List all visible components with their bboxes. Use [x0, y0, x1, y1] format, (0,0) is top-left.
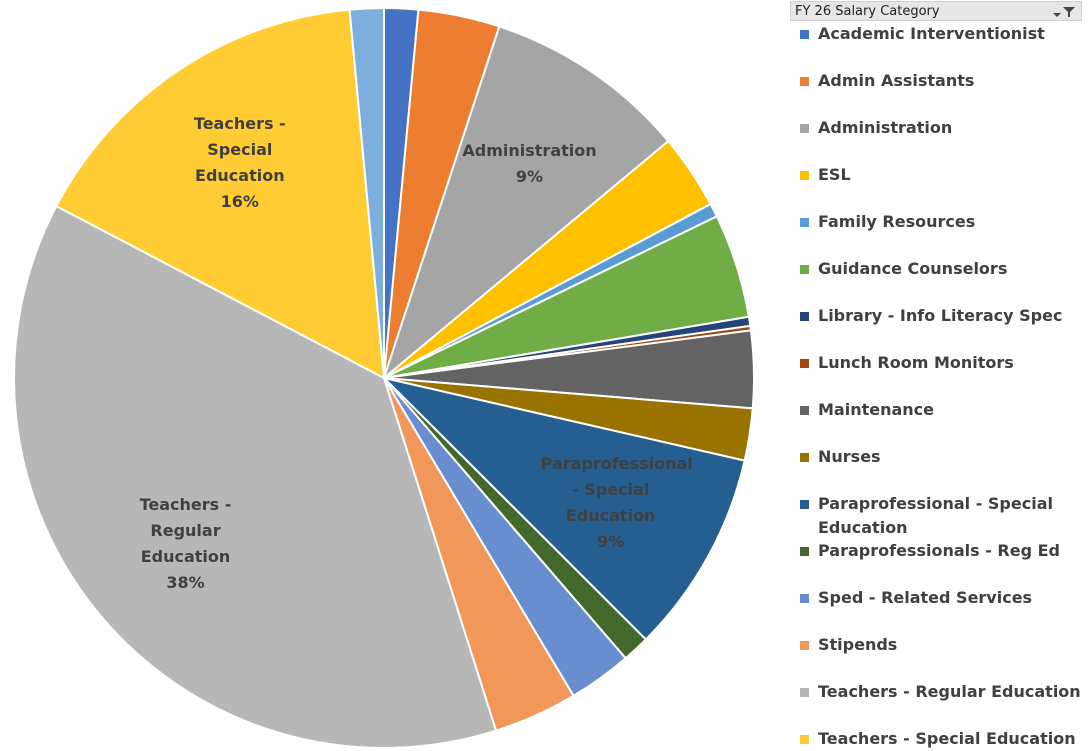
pie-slice [55, 8, 386, 380]
legend-swatch [800, 312, 809, 321]
legend-swatch [800, 265, 809, 274]
data-label-value: 16% [220, 191, 259, 211]
data-label-value: 38% [166, 573, 205, 593]
data-label-name: Administration [462, 140, 597, 160]
legend-label: Teachers - Regular Education [818, 682, 1081, 701]
legend-swatch [800, 124, 809, 133]
legend-label: ESL [818, 165, 851, 184]
data-label-value: 9% [597, 532, 625, 552]
legend-label: Administration [818, 118, 953, 137]
legend-label: Teachers - Special Education [818, 729, 1076, 748]
pie-slice [380, 376, 746, 641]
legend-swatch [800, 406, 809, 415]
legend-swatch [800, 359, 809, 368]
data-label-name: Teachers - Special Education [193, 113, 286, 185]
filter-icon[interactable] [1051, 5, 1077, 19]
pie-slice [348, 6, 385, 379]
legend-swatch [800, 594, 809, 603]
data-label-value: 9% [515, 166, 544, 186]
legend-label: Paraprofessionals - Reg Ed [818, 541, 1061, 560]
data-label: Administration 9% [460, 138, 600, 190]
legend-swatch [800, 641, 809, 650]
legend-swatch [800, 30, 809, 39]
pie-slice [381, 25, 670, 381]
legend-label: Paraprofessional - Special Education [818, 494, 1053, 537]
legend-swatch [800, 77, 809, 86]
legend-label: Family Resources [818, 212, 976, 231]
legend-swatch [800, 547, 809, 556]
data-label: Teachers - Special Education 16% [170, 111, 310, 215]
legend-label: Stipends [818, 635, 898, 654]
legend-label: Library - Info Literacy Spec [818, 306, 1063, 325]
legend-label: Admin Assistants [818, 71, 975, 90]
legend-label: Academic Interventionist [818, 24, 1045, 43]
legend-swatch [800, 688, 809, 697]
legend-swatch [800, 218, 809, 227]
legend-swatch [800, 735, 809, 744]
data-label: Paraprofessional - Special Education 9% [540, 451, 693, 555]
data-label-name: Teachers - Regular Education [139, 495, 232, 567]
legend-label: Nurses [818, 447, 881, 466]
pie-chart [13, 6, 755, 749]
legend-title: FY 26 Salary Category [795, 4, 940, 19]
data-label-name: Paraprofessional - Special Education [540, 454, 693, 526]
legend-swatch [800, 171, 809, 180]
data-label: Teachers - Regular Education 38% [116, 492, 256, 596]
legend-label: Guidance Counselors [818, 259, 1008, 278]
pie-slice [13, 204, 498, 749]
legend-label: Lunch Room Monitors [818, 353, 1014, 372]
legend: FY 26 Salary Category Academic Intervent… [790, 0, 1092, 751]
legend-header[interactable]: FY 26 Salary Category [790, 1, 1082, 21]
legend-label: Maintenance [818, 400, 935, 419]
legend-label: Sped - Related Services [818, 588, 1033, 607]
legend-swatch [800, 453, 809, 462]
legend-swatch [800, 500, 809, 509]
